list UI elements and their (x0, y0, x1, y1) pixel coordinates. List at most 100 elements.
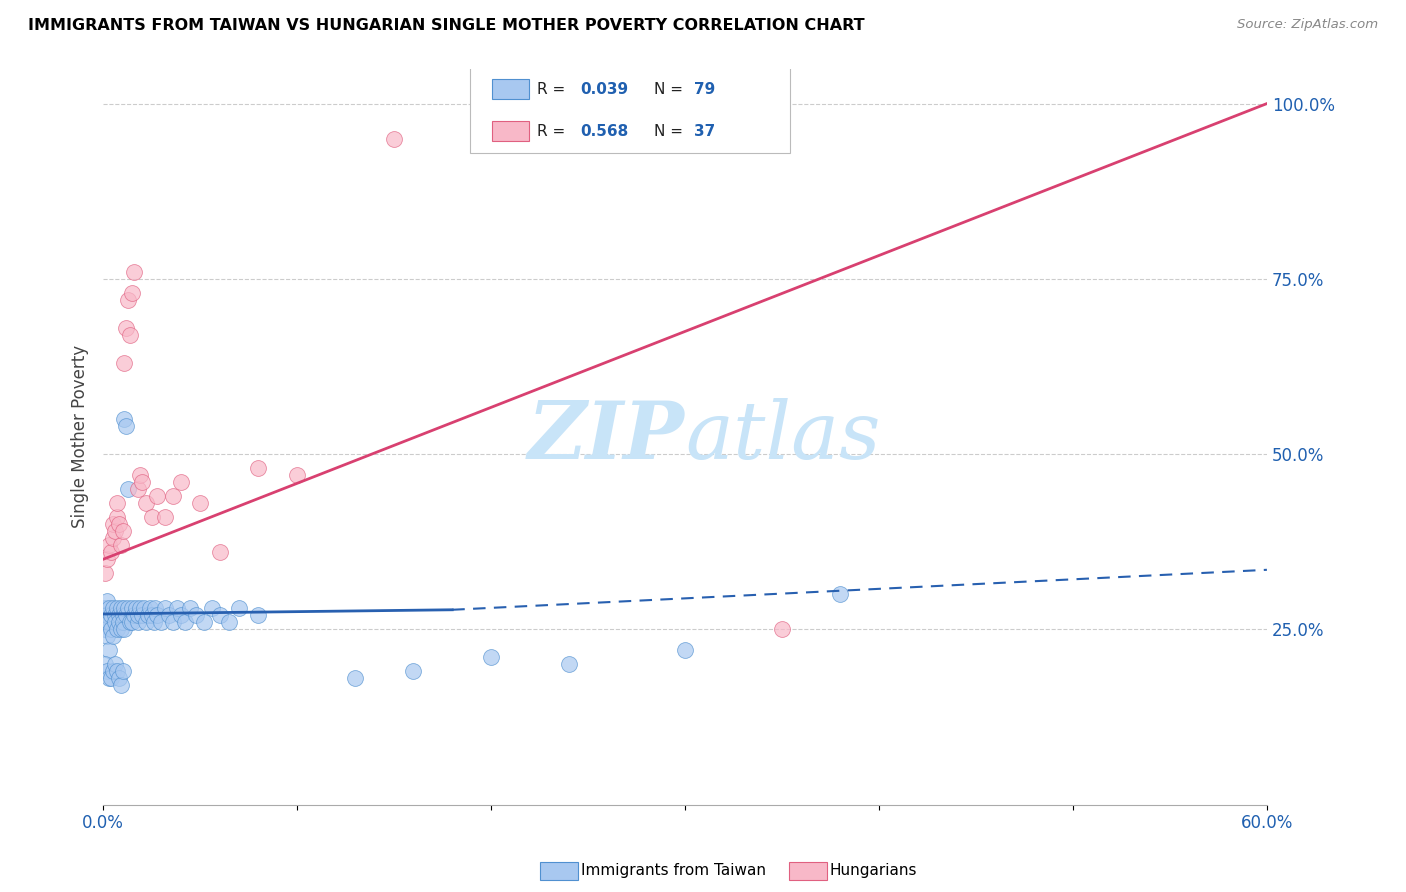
Point (201, 601, 224, 615)
FancyBboxPatch shape (492, 120, 529, 142)
Point (170, 475, 193, 490)
Point (153, 601, 176, 615)
Text: Source: ZipAtlas.com: Source: ZipAtlas.com (1237, 18, 1378, 31)
Point (104, 615, 127, 630)
Point (402, 665, 425, 679)
Point (96, 608, 118, 623)
Point (121, 285, 143, 300)
Point (101, 629, 124, 643)
Text: R =: R = (537, 124, 571, 138)
Point (247, 608, 270, 623)
Point (162, 489, 184, 503)
Point (153, 510, 176, 524)
Point (208, 545, 231, 559)
Text: atlas: atlas (685, 398, 880, 475)
Point (110, 601, 132, 615)
Point (101, 531, 124, 545)
Point (120, 327, 142, 342)
Point (122, 608, 145, 623)
Point (104, 524, 127, 539)
FancyBboxPatch shape (492, 78, 529, 99)
Point (121, 615, 143, 630)
Point (122, 265, 145, 279)
Point (382, 131, 405, 145)
Point (179, 601, 201, 615)
Point (94, 608, 117, 623)
Point (157, 608, 180, 623)
Point (162, 615, 184, 630)
Text: Hungarians: Hungarians (830, 863, 917, 878)
Point (770, 623, 793, 637)
Point (830, 587, 852, 601)
Point (97, 615, 120, 630)
Text: 0.039: 0.039 (581, 82, 628, 96)
Point (114, 623, 136, 637)
Point (105, 510, 128, 524)
Point (121, 601, 143, 615)
Point (107, 608, 129, 623)
Point (97, 601, 120, 615)
Point (111, 524, 134, 539)
Point (110, 623, 132, 637)
Point (107, 672, 129, 686)
Point (142, 615, 165, 630)
Point (129, 601, 152, 615)
Point (127, 608, 149, 623)
Point (97, 538, 120, 552)
Point (101, 601, 124, 615)
Point (96, 594, 118, 608)
Point (479, 650, 502, 665)
Point (132, 601, 155, 615)
Point (218, 615, 240, 630)
Point (129, 468, 152, 483)
Y-axis label: Single Mother Poverty: Single Mother Poverty (72, 345, 89, 528)
Point (117, 601, 139, 615)
Point (111, 615, 134, 630)
Point (770, 96, 793, 111)
Point (141, 608, 163, 623)
Point (131, 475, 153, 490)
Point (94, 623, 117, 637)
Point (97, 672, 120, 686)
Point (111, 665, 134, 679)
Point (141, 510, 163, 524)
Text: Immigrants from Taiwan: Immigrants from Taiwan (581, 863, 766, 878)
Point (479, 131, 502, 145)
Point (96, 552, 118, 566)
Point (117, 293, 139, 307)
Point (186, 608, 208, 623)
Point (115, 608, 138, 623)
Point (150, 615, 173, 630)
Point (94, 601, 117, 615)
Point (208, 608, 231, 623)
Point (228, 601, 250, 615)
Point (110, 678, 132, 692)
Text: R =: R = (537, 82, 571, 96)
Point (107, 517, 129, 532)
Point (170, 608, 193, 623)
Point (100, 545, 122, 559)
Point (145, 601, 167, 615)
Point (117, 482, 139, 496)
Point (146, 608, 169, 623)
Point (125, 601, 148, 615)
Point (127, 615, 149, 630)
Point (247, 461, 270, 475)
Point (146, 489, 169, 503)
Point (188, 496, 211, 510)
Point (115, 419, 138, 434)
Point (557, 657, 579, 672)
Point (104, 657, 127, 672)
Point (344, 672, 367, 686)
Point (114, 412, 136, 426)
Point (100, 672, 122, 686)
Text: ZIP: ZIP (529, 398, 685, 475)
Text: N =: N = (654, 82, 688, 96)
Point (105, 623, 128, 637)
Point (101, 665, 124, 679)
Point (193, 615, 215, 630)
Point (173, 615, 195, 630)
Point (101, 517, 124, 532)
Point (131, 608, 153, 623)
Point (166, 601, 188, 615)
